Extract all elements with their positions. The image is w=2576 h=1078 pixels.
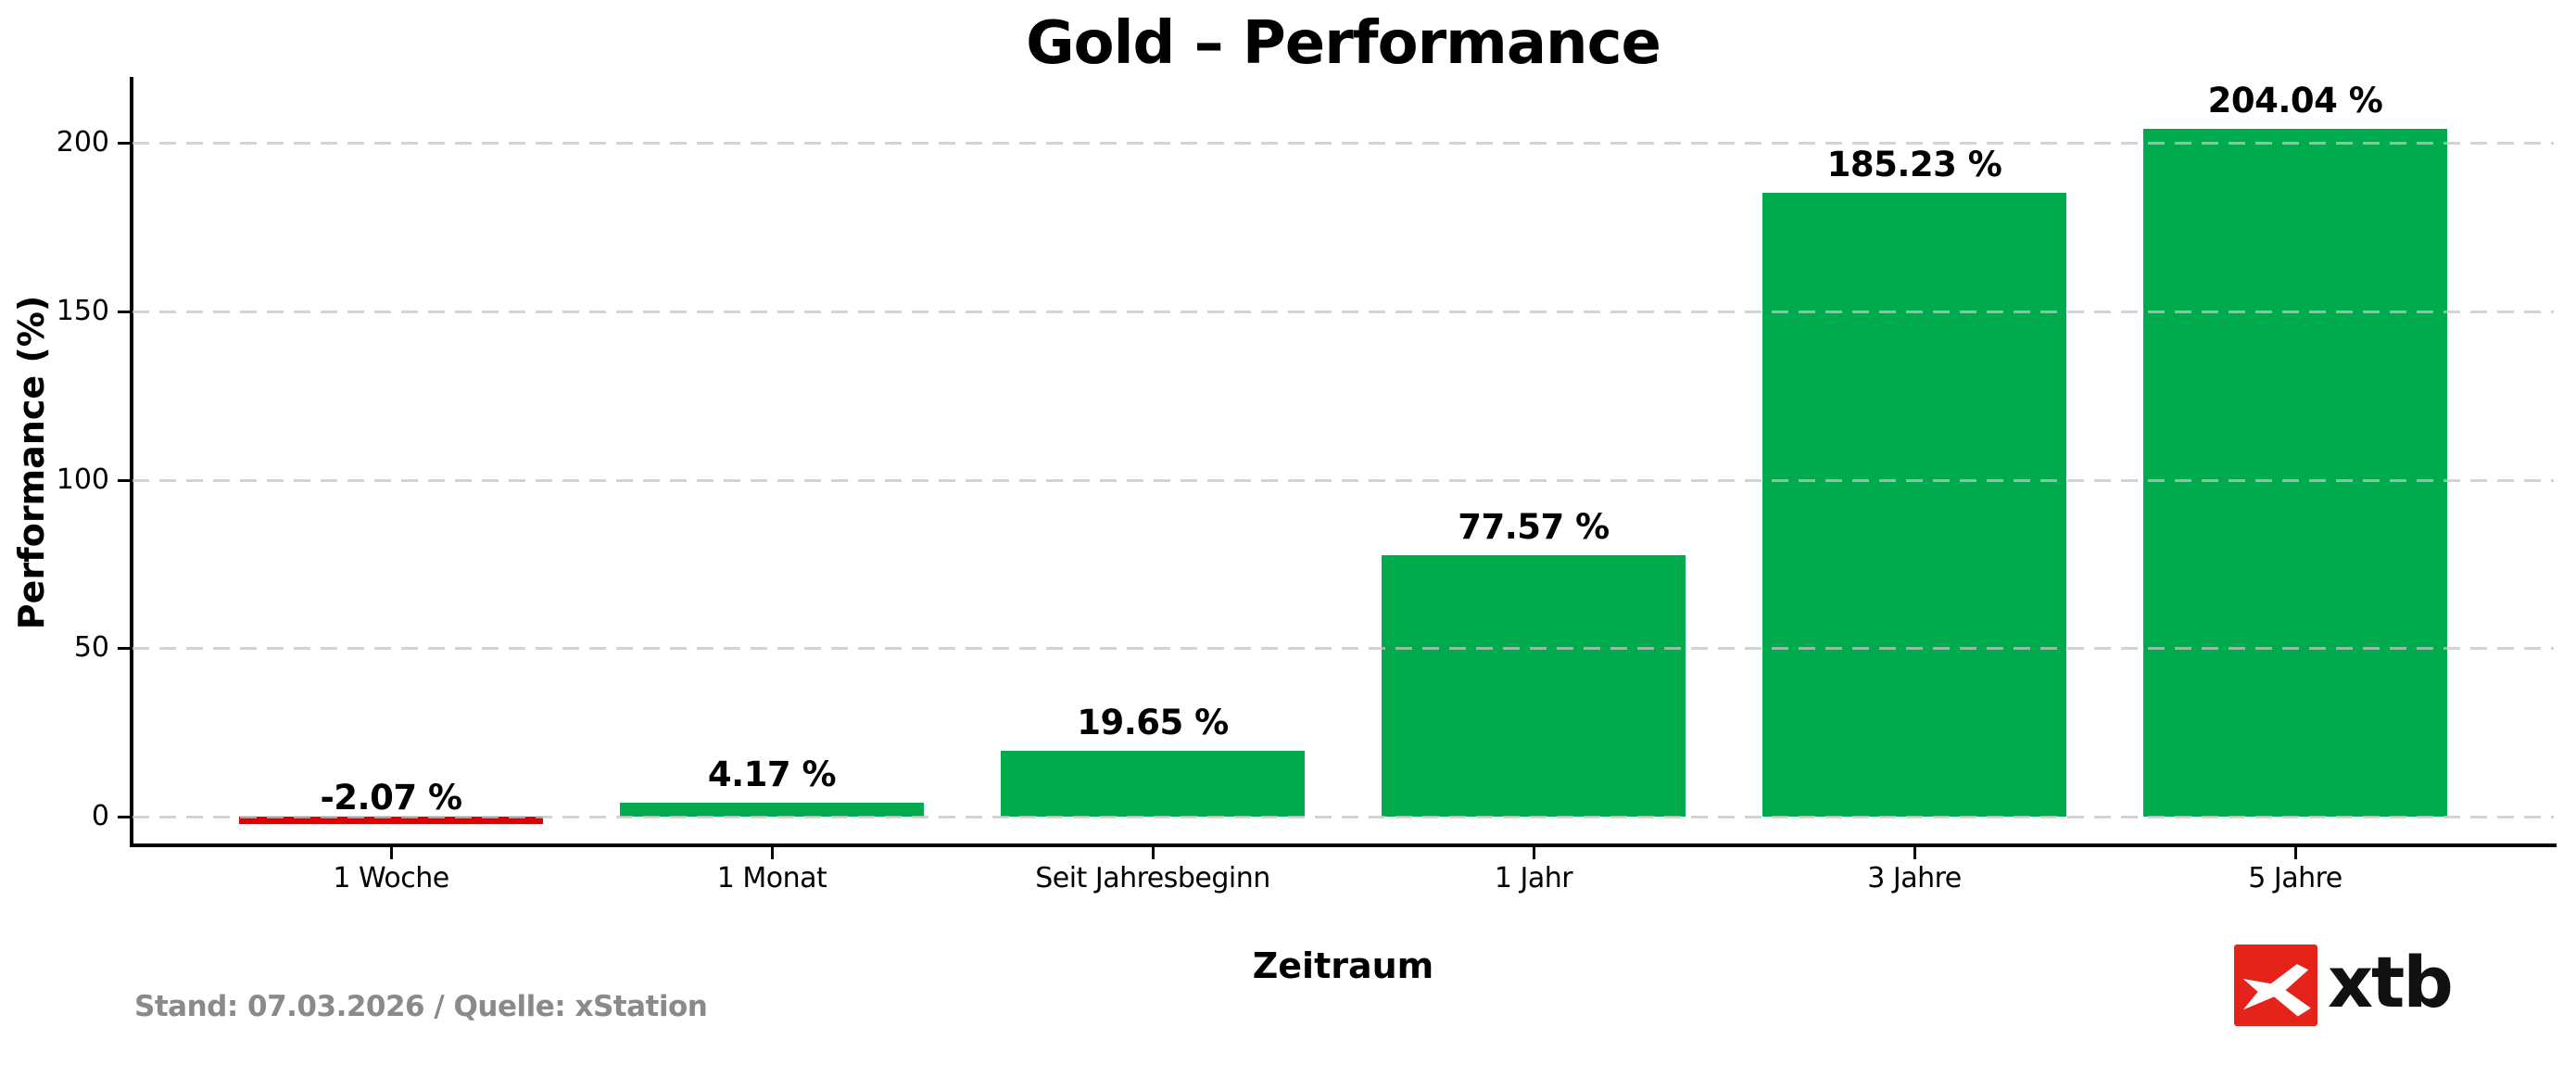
x-tick-label: 1 Monat	[716, 862, 827, 894]
x-tick	[771, 847, 774, 859]
xtb-logo: xtb	[2234, 941, 2475, 1028]
x-axis-spine	[130, 843, 2557, 847]
xtb-x-icon	[2242, 964, 2311, 1017]
chart-title: Gold – Performance	[1026, 9, 1661, 78]
bar-value-label: 4.17 %	[707, 754, 837, 794]
bar-value-label: 204.04 %	[2207, 81, 2383, 121]
y-tick-label: 50	[73, 631, 109, 665]
bar	[239, 817, 543, 824]
bar	[1001, 750, 1305, 817]
bar	[620, 802, 924, 817]
bar-value-label: -2.07 %	[320, 778, 462, 818]
bar	[1762, 192, 2066, 817]
x-tick	[1913, 847, 1916, 859]
x-tick	[2294, 847, 2297, 859]
y-tick	[118, 310, 130, 313]
bar	[2143, 129, 2447, 817]
x-tick-label: 5 Jahre	[2248, 862, 2342, 894]
bar-value-label: 185.23 %	[1826, 144, 2002, 184]
bar	[1382, 555, 1686, 817]
x-axis-label: Zeitraum	[1252, 945, 1434, 986]
y-tick-label: 100	[56, 463, 109, 496]
y-tick-label: 150	[56, 294, 109, 327]
y-tick	[118, 142, 130, 145]
y-tick-label: 200	[56, 126, 109, 159]
y-tick	[118, 647, 130, 651]
x-tick-label: Seit Jahresbeginn	[1035, 862, 1270, 894]
x-tick-label: 1 Woche	[333, 862, 449, 894]
y-tick	[118, 478, 130, 482]
x-tick	[390, 847, 393, 859]
xtb-logo-text: xtb	[2328, 941, 2454, 1023]
bar-value-label: 77.57 %	[1458, 507, 1610, 548]
xtb-logo-mark	[2234, 945, 2317, 1026]
x-tick-label: 1 Jahr	[1494, 862, 1573, 894]
source-note: Stand: 07.03.2026 / Quelle: xStation	[134, 990, 708, 1023]
x-tick	[1152, 847, 1155, 859]
y-tick	[118, 816, 130, 818]
x-tick	[1533, 847, 1535, 859]
x-tick-label: 3 Jahre	[1867, 862, 1962, 894]
y-axis-spine	[130, 77, 133, 847]
y-tick-label: 0	[91, 800, 109, 832]
bar-value-label: 19.65 %	[1077, 702, 1229, 742]
